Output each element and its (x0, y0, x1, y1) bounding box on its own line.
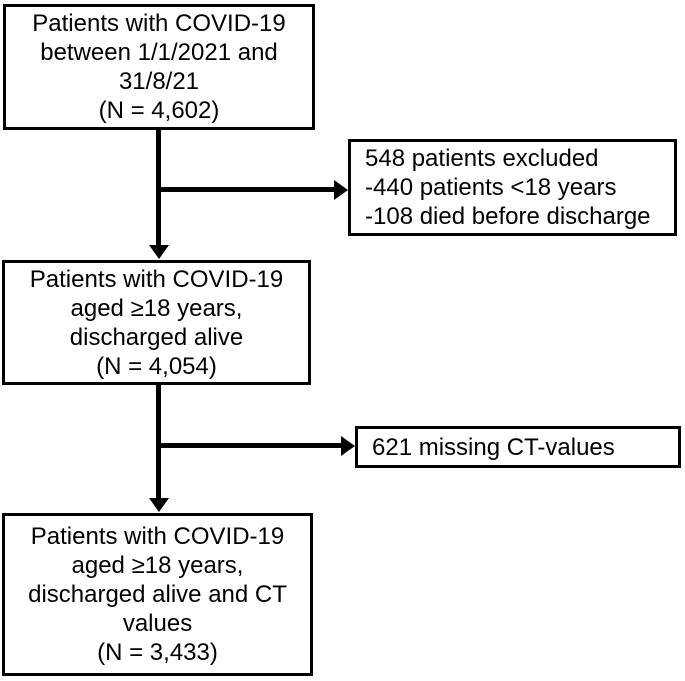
flowchart-node-excluded: 548 patients excluded -440 patients <18 … (348, 139, 677, 236)
flowchart-node-initial-patients: Patients with COVID-19 between 1/1/2021 … (3, 4, 315, 130)
arrow-down-icon (149, 498, 169, 512)
arrow-down-icon (149, 245, 169, 259)
arrow-right-icon (341, 436, 355, 456)
flowchart-node-missing-ct: 621 missing CT-values (355, 426, 681, 468)
connector-down-2-line (156, 385, 161, 499)
connector-branch-1-line (156, 187, 334, 192)
flowchart-node-final-cohort: Patients with COVID-19 aged ≥18 years, d… (2, 513, 313, 676)
connector-branch-2-line (156, 443, 341, 448)
arrow-right-icon (334, 180, 348, 200)
flowchart-node-adults-discharged: Patients with COVID-19 aged ≥18 years, d… (2, 260, 311, 385)
